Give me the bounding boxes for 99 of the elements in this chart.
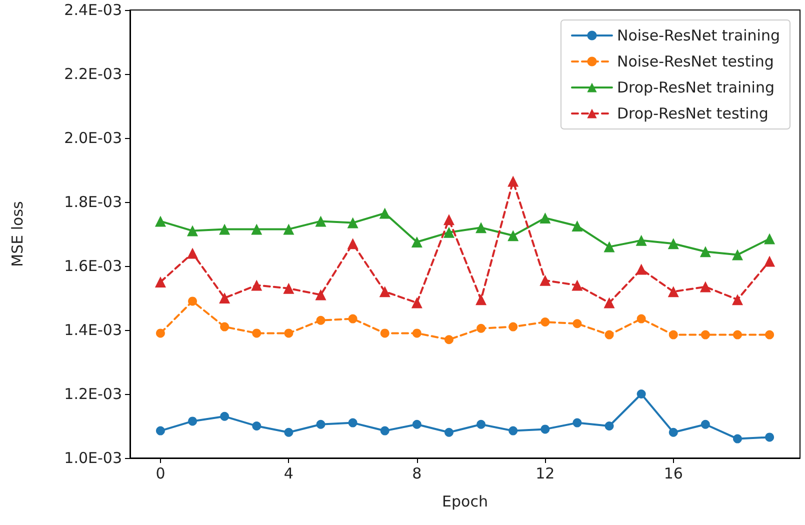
point <box>732 330 742 340</box>
point <box>380 426 390 436</box>
point <box>476 294 487 306</box>
point <box>283 224 294 235</box>
point <box>444 335 454 344</box>
point <box>732 434 742 444</box>
point <box>315 289 326 300</box>
point <box>283 282 294 294</box>
point <box>604 330 614 340</box>
point <box>379 286 390 298</box>
y-tick-label: 2.4E-03 <box>64 1 122 19</box>
point <box>700 330 710 340</box>
point <box>412 420 422 429</box>
point <box>540 318 550 326</box>
point <box>443 214 454 226</box>
point <box>154 216 166 227</box>
point <box>187 248 198 259</box>
point <box>700 420 710 429</box>
point <box>154 276 166 288</box>
point <box>636 234 647 246</box>
y-axis-title: MSE loss <box>8 200 26 267</box>
point <box>251 224 262 235</box>
point <box>508 322 518 332</box>
y-tick-label: 2.0E-03 <box>64 129 122 147</box>
x-tick-label: 16 <box>664 464 683 482</box>
point <box>412 328 422 338</box>
point <box>572 418 582 428</box>
point <box>315 216 326 227</box>
point <box>668 238 679 250</box>
point <box>379 208 390 219</box>
point <box>411 297 422 308</box>
point <box>572 220 583 232</box>
point <box>732 249 743 260</box>
point <box>411 236 422 248</box>
point <box>347 217 358 228</box>
point <box>476 324 486 333</box>
point <box>316 316 326 325</box>
point <box>476 420 486 429</box>
point <box>220 322 230 332</box>
point <box>604 422 614 430</box>
point <box>348 314 358 324</box>
y-tick-label: 1.8E-03 <box>64 193 122 211</box>
x-tick-label: 4 <box>284 464 294 482</box>
point <box>540 424 550 434</box>
legend-label: Noise-ResNet training <box>616 26 780 44</box>
point <box>572 319 582 328</box>
x-axis-title: Epoch <box>442 492 488 510</box>
point <box>220 412 230 421</box>
point <box>284 328 294 338</box>
point <box>636 264 647 275</box>
point <box>604 297 615 308</box>
point <box>765 330 774 340</box>
point <box>540 274 551 286</box>
point <box>380 328 390 338</box>
point <box>668 286 679 298</box>
point <box>508 176 519 187</box>
point <box>348 418 358 428</box>
point <box>156 426 165 436</box>
point <box>252 422 262 430</box>
y-tick-label: 1.4E-03 <box>64 321 122 339</box>
point <box>476 222 487 234</box>
point <box>316 420 326 429</box>
point <box>572 280 583 291</box>
point <box>444 428 454 437</box>
point <box>764 256 776 267</box>
point <box>251 280 262 291</box>
point <box>347 238 358 250</box>
point <box>668 428 678 437</box>
y-tick-label: 2.2E-03 <box>64 65 122 83</box>
y-tick-label: 1.6E-03 <box>64 257 122 275</box>
point <box>765 432 774 442</box>
point <box>187 225 198 236</box>
point <box>732 294 743 306</box>
point <box>508 426 518 436</box>
legend-label: Noise-ResNet testing <box>616 52 774 70</box>
point <box>636 390 646 398</box>
x-tick-label: 8 <box>412 464 422 482</box>
point <box>443 226 454 238</box>
y-tick-label: 1.2E-03 <box>64 385 122 403</box>
point <box>700 281 711 292</box>
legend-label: Drop-ResNet testing <box>616 104 768 122</box>
point <box>188 296 198 306</box>
point <box>156 328 165 338</box>
point <box>219 224 230 235</box>
x-tick-label: 12 <box>536 464 555 482</box>
point <box>764 233 776 244</box>
point <box>188 416 198 426</box>
point <box>700 246 711 258</box>
point <box>540 212 551 224</box>
point <box>284 428 294 437</box>
y-tick-label: 1.0E-03 <box>64 449 122 467</box>
point <box>219 292 230 304</box>
point <box>604 241 615 252</box>
legend-label: Drop-ResNet training <box>616 78 774 96</box>
point <box>508 230 519 242</box>
x-tick-label: 0 <box>156 464 166 482</box>
point <box>252 328 262 338</box>
point <box>668 330 678 340</box>
point <box>636 314 646 324</box>
